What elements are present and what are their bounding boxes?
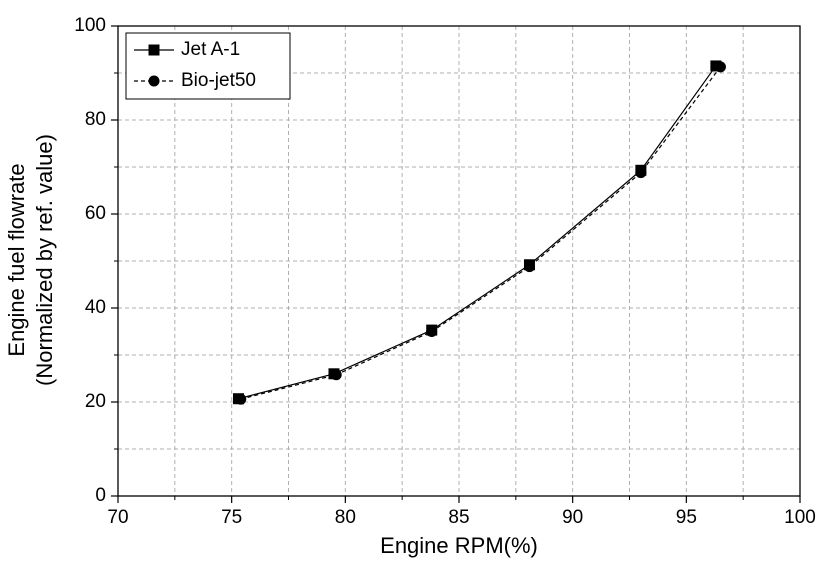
x-tick-label: 70 — [107, 507, 128, 528]
x-tick-label: 85 — [448, 507, 469, 528]
legend: Jet A-1 Bio-jet50 — [125, 32, 291, 100]
x-tick-label: 90 — [562, 507, 583, 528]
y-tick-label: 40 — [85, 297, 106, 318]
y-tick-label: 60 — [85, 203, 106, 224]
marker — [426, 326, 438, 337]
y-axis-title: (Normalized by ref. value) — [32, 134, 57, 386]
marker — [148, 44, 160, 56]
x-tick-label: 75 — [221, 507, 242, 528]
legend-label: Jet A-1 — [181, 39, 240, 60]
y-tick-label: 0 — [95, 485, 106, 506]
x-tick-label: 100 — [784, 507, 816, 528]
x-tick-label: 95 — [676, 507, 697, 528]
marker — [635, 167, 647, 179]
series-line — [240, 66, 721, 400]
plot-frame — [117, 25, 801, 497]
legend-label: Bio-jet50 — [181, 70, 256, 91]
marker — [330, 369, 342, 381]
x-tick-label: 80 — [335, 507, 356, 528]
x-axis-title: Engine RPM(%) — [380, 533, 538, 558]
marker — [235, 393, 247, 405]
y-axis-title: Engine fuel flowrate — [4, 163, 29, 356]
legend-box — [125, 32, 291, 100]
series-line — [238, 65, 717, 400]
marker — [714, 61, 726, 73]
marker — [523, 261, 535, 273]
y-tick-label: 20 — [85, 391, 106, 412]
marker — [148, 75, 160, 87]
y-tick-label: 100 — [74, 15, 106, 36]
y-tick-label: 80 — [85, 109, 106, 130]
